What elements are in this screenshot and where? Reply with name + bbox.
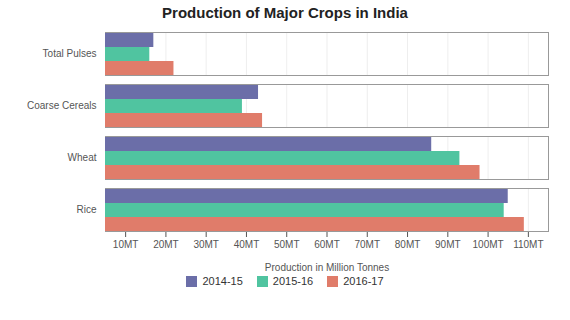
svg-text:80MT: 80MT xyxy=(395,239,421,250)
svg-text:Wheat: Wheat xyxy=(68,152,97,163)
svg-text:90MT: 90MT xyxy=(435,239,461,250)
svg-text:50MT: 50MT xyxy=(274,239,300,250)
svg-text:30MT: 30MT xyxy=(193,239,219,250)
html-text:2016-17: 2016-17 xyxy=(343,275,384,287)
svg-text:10MT: 10MT xyxy=(113,239,139,250)
svg-text:Total Pulses: Total Pulses xyxy=(43,48,97,59)
svg-text:70MT: 70MT xyxy=(354,239,380,250)
html-text:2015-16: 2015-16 xyxy=(272,275,314,287)
svg-text:110MT: 110MT xyxy=(513,239,543,250)
svg-text:40MT: 40MT xyxy=(234,239,260,250)
svg-text:100MT: 100MT xyxy=(473,239,504,250)
html-text:2014-15: 2014-15 xyxy=(202,275,243,287)
svg-text:20MT: 20MT xyxy=(153,239,179,250)
svg-text:Coarse Cereals: Coarse Cereals xyxy=(27,100,96,111)
html-text:Production of Major Crops in I: Production of Major Crops in India xyxy=(162,4,408,21)
svg-text:Production in Million Tonnes: Production in Million Tonnes xyxy=(265,262,389,273)
svg-text:Rice: Rice xyxy=(76,204,96,215)
svg-text:60MT: 60MT xyxy=(314,239,340,250)
